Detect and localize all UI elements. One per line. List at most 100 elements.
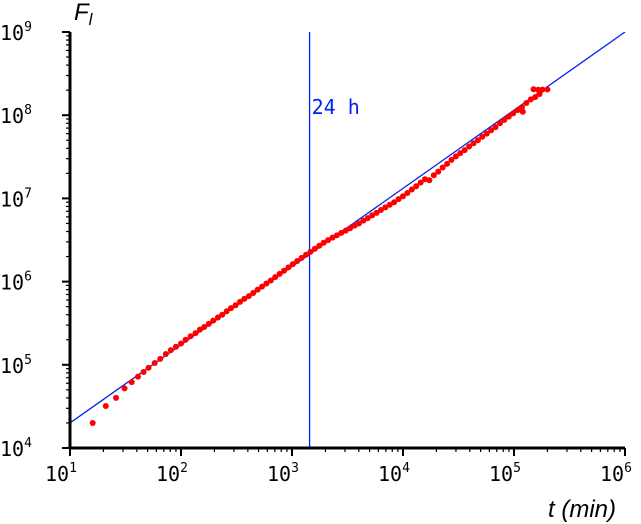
y-tick-label: 104	[0, 436, 32, 461]
axis-labels: Fl t (min) 24 h	[74, 0, 616, 523]
data-point	[496, 120, 503, 127]
data-point	[232, 302, 239, 309]
data-point	[187, 333, 194, 340]
y-tick-exponent: 8	[24, 103, 32, 118]
x-tick-base: 10	[378, 462, 402, 486]
data-point	[167, 347, 174, 354]
data-point	[532, 94, 539, 101]
data-point	[280, 267, 287, 274]
data-point	[219, 311, 226, 318]
data-point	[276, 270, 283, 277]
data-point	[470, 140, 477, 147]
y-tick-exponent: 6	[24, 270, 32, 285]
data-point	[510, 110, 517, 117]
data-point	[214, 314, 221, 321]
plot-area	[70, 32, 626, 448]
y-tick-label: 105	[0, 353, 32, 378]
data-point	[172, 343, 179, 350]
data-point	[479, 133, 486, 140]
data-point	[501, 116, 508, 123]
data-point	[530, 86, 537, 93]
y-tick-base: 10	[0, 437, 24, 461]
data-point	[360, 217, 367, 224]
x-tick-label: 104	[378, 461, 410, 486]
data-point	[369, 212, 376, 219]
data-point	[236, 298, 243, 305]
data-point	[151, 360, 158, 367]
data-point	[347, 225, 354, 232]
data-point	[518, 104, 525, 111]
data-point	[539, 86, 546, 93]
data-point	[325, 237, 332, 244]
x-tick-base: 10	[156, 462, 180, 486]
data-point	[355, 220, 362, 227]
data-point	[399, 193, 406, 200]
data-point	[205, 320, 212, 327]
data-point	[272, 274, 279, 281]
y-tick-exponent: 9	[24, 20, 32, 35]
data-point	[435, 168, 442, 175]
data-point	[439, 164, 446, 171]
data-point	[298, 254, 305, 261]
data-point	[452, 153, 459, 160]
data-point	[382, 204, 389, 211]
x-tick-exponent: 5	[513, 461, 521, 476]
data-point	[259, 283, 266, 290]
data-point	[444, 160, 451, 167]
y-tick-base: 10	[0, 271, 24, 295]
data-point	[364, 215, 371, 222]
data-point	[544, 86, 551, 93]
data-point	[514, 107, 521, 114]
y-axis-title-sub: l	[89, 10, 94, 29]
x-tick-base: 10	[489, 462, 513, 486]
data-point	[377, 207, 384, 214]
x-tick-label: 105	[489, 461, 521, 486]
data-point	[162, 350, 169, 357]
data-point	[227, 305, 234, 312]
data-point	[267, 277, 274, 284]
data-point	[210, 317, 217, 324]
x-axis-title: t (min)	[548, 496, 616, 523]
data-point	[338, 229, 345, 236]
data-point	[373, 209, 380, 216]
data-point	[128, 379, 135, 386]
x-tick-label: 103	[267, 461, 299, 486]
y-tick-exponent: 5	[24, 353, 32, 368]
y-tick-base: 10	[0, 354, 24, 378]
data-point	[395, 196, 402, 203]
data-point	[386, 201, 393, 208]
data-point	[316, 242, 323, 249]
data-point	[391, 199, 398, 206]
data-point	[89, 419, 96, 426]
data-point	[527, 96, 534, 103]
y-tick-base: 10	[0, 104, 24, 128]
data-point	[535, 86, 542, 93]
data-point	[192, 330, 199, 337]
data-point	[135, 373, 142, 380]
data-point	[303, 251, 310, 258]
vertical-marker-label: 24 h	[312, 95, 360, 119]
data-point	[113, 394, 120, 401]
data-point	[223, 308, 230, 315]
y-tick-label: 107	[0, 186, 32, 211]
data-point	[404, 190, 411, 197]
data-point	[140, 368, 147, 375]
x-tick-exponent: 6	[624, 461, 632, 476]
x-tick-base: 10	[45, 462, 69, 486]
y-tick-exponent: 4	[24, 436, 32, 451]
y-axis-title: Fl	[74, 0, 94, 29]
x-tick-exponent: 3	[291, 461, 299, 476]
y-tick-base: 10	[0, 187, 24, 211]
data-point	[505, 113, 512, 120]
data-point	[342, 227, 349, 234]
data-point	[523, 100, 530, 107]
data-point	[245, 293, 252, 300]
x-tick-label: 106	[600, 461, 632, 486]
x-tick-exponent: 4	[402, 461, 410, 476]
data-point	[408, 186, 415, 193]
data-point	[254, 286, 261, 293]
y-tick-label: 109	[0, 20, 32, 45]
data-point	[461, 147, 468, 154]
